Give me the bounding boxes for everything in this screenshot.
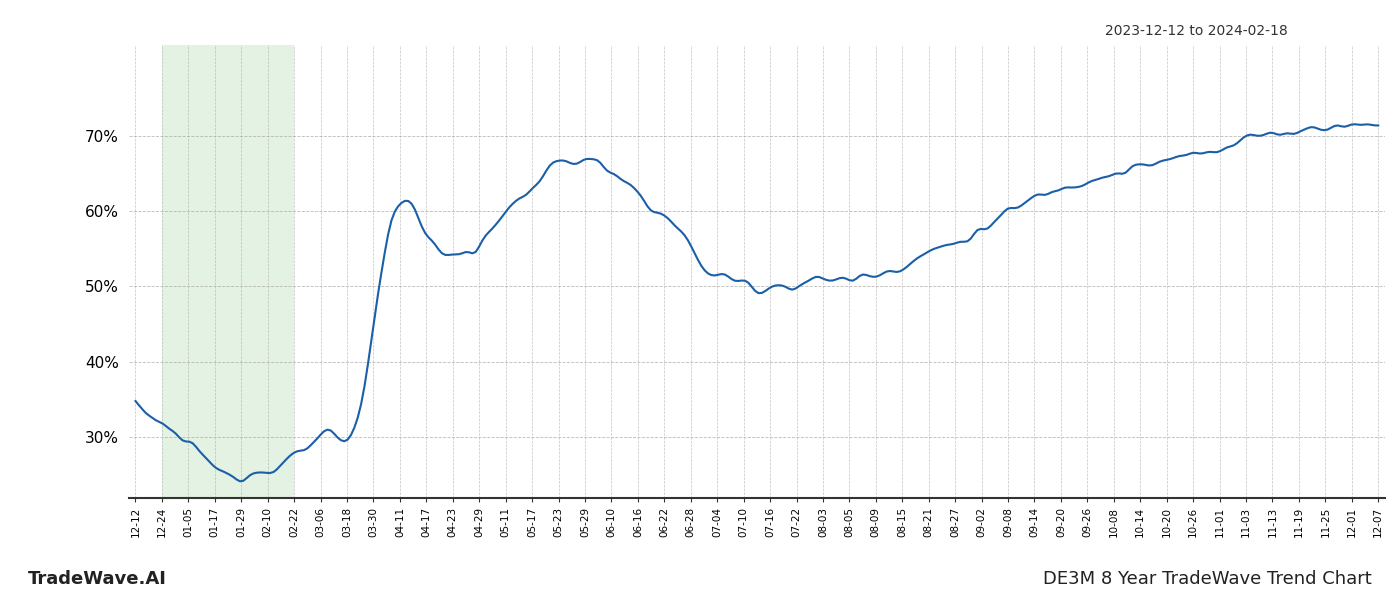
Text: 2023-12-12 to 2024-02-18: 2023-12-12 to 2024-02-18	[1105, 24, 1288, 38]
Bar	[162, 45, 294, 498]
Text: TradeWave.AI: TradeWave.AI	[28, 570, 167, 588]
Text: DE3M 8 Year TradeWave Trend Chart: DE3M 8 Year TradeWave Trend Chart	[1043, 570, 1372, 588]
